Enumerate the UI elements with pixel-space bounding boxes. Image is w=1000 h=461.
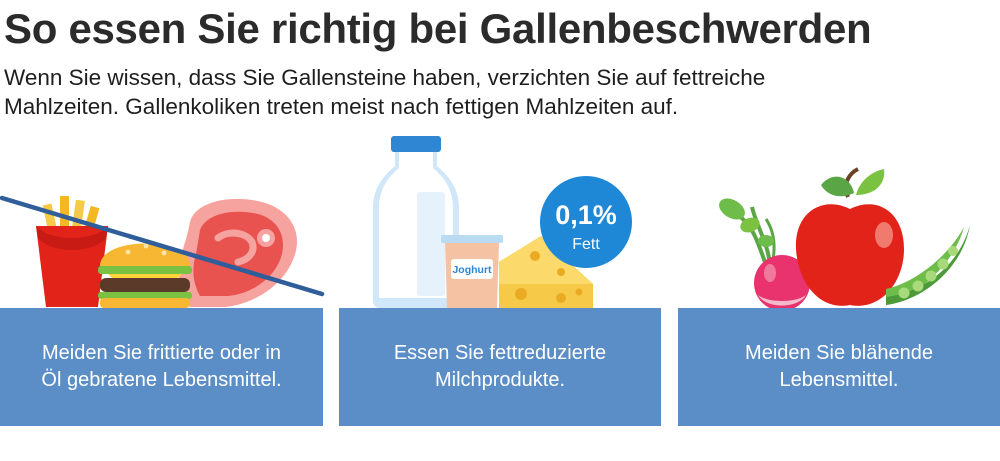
fat-badge-label: Fett [572,236,600,253]
intro-line-1: Wenn Sie wissen, dass Sie Gallensteine h… [4,63,994,92]
apple-icon [796,169,904,306]
radish-icon [715,194,810,311]
burger-icon [98,244,192,309]
intro-line-2: Mahlzeiten. Gallenkoliken treten meist n… [4,92,994,121]
tip-panel-line-2: Milchprodukte. [394,367,606,394]
tip-panel-line-1: Essen Sie fettreduzierte [394,340,606,367]
tip-panel-line-2: Öl gebratene Lebensmittel. [41,367,281,394]
tip-panel-line-1: Meiden Sie frittierte oder in [41,340,281,367]
tip-panel-text: Essen Sie fettreduzierte Milchprodukte. [394,340,606,394]
fat-badge-value: 0,1% [555,200,617,230]
yogurt-cup-icon: Joghurt [441,235,503,308]
steak-icon [179,199,297,307]
fat-badge: 0,1% Fett [540,176,632,268]
page-title: So essen Sie richtig bei Gallenbeschwerd… [4,4,871,54]
tip-panel-text: Meiden Sie frittierte oder in Öl gebrate… [41,340,281,394]
tip-panel-dairy: Essen Sie fettreduzierte Milchprodukte. [339,308,661,426]
dairy-illustration: Joghurt 0,1% Fett [365,132,640,312]
bloating-food-illustration [708,165,976,311]
yogurt-label: Joghurt [452,264,492,276]
intro-text: Wenn Sie wissen, dass Sie Gallensteine h… [4,63,994,121]
tip-panel-line-2: Lebensmittel. [745,367,933,394]
tip-panel-bloating-food: Meiden Sie blähende Lebensmittel. [678,308,1000,426]
tip-panel-line-1: Meiden Sie blähende [745,340,933,367]
tip-panel-fried-food: Meiden Sie frittierte oder in Öl gebrate… [0,308,323,426]
fried-food-illustration [0,180,330,315]
tip-panel-text: Meiden Sie blähende Lebensmittel. [745,340,933,394]
milk-bottle-icon [373,136,459,309]
